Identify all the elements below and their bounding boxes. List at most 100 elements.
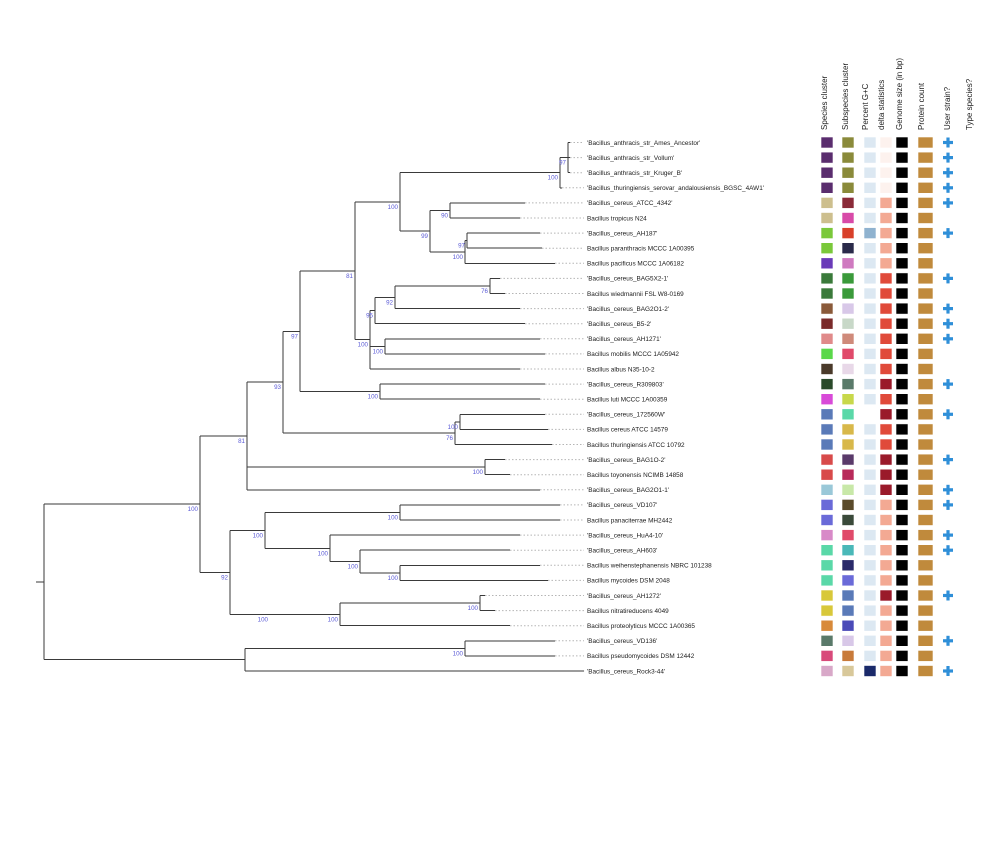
subspecies-cell bbox=[841, 665, 855, 677]
species-cell bbox=[820, 665, 834, 677]
taxon-label: 'Bacillus_anthracis_str_Kruger_B' bbox=[587, 170, 682, 177]
delta-cell bbox=[879, 408, 893, 421]
species-cell bbox=[820, 619, 834, 632]
subspecies-cell bbox=[841, 197, 855, 209]
plus-bar-v bbox=[946, 484, 950, 495]
taxon-label: Bacillus wiedmannii FSL W8-0169 bbox=[587, 291, 684, 298]
protein-cell bbox=[917, 650, 934, 662]
gc-cell bbox=[863, 634, 877, 647]
protein-cell bbox=[917, 302, 934, 315]
subspecies-cell bbox=[841, 212, 855, 224]
size-cell bbox=[895, 287, 909, 300]
plus-bar-v bbox=[946, 318, 950, 329]
delta-cell bbox=[879, 438, 893, 451]
taxon-label: 'Bacillus_cereus_VD136' bbox=[587, 638, 657, 645]
gc-cell bbox=[863, 529, 877, 541]
protein-cell bbox=[917, 136, 934, 149]
plus-icon bbox=[943, 379, 953, 390]
support-value: 100 bbox=[388, 575, 399, 582]
protein-cell bbox=[917, 166, 934, 179]
taxon-label: Bacillus tropicus N24 bbox=[587, 215, 647, 222]
support-value: 100 bbox=[348, 564, 359, 571]
size-cell bbox=[895, 151, 909, 164]
subspecies-cell bbox=[841, 363, 855, 375]
support-value: 97 bbox=[458, 243, 465, 250]
size-cell bbox=[895, 619, 909, 632]
species-cell bbox=[820, 257, 834, 270]
size-cell bbox=[895, 483, 909, 496]
support-value: 81 bbox=[346, 273, 353, 280]
subspecies-cell bbox=[841, 227, 855, 239]
subspecies-cell bbox=[841, 166, 855, 179]
species-cell bbox=[820, 634, 834, 647]
subspecies-cell bbox=[841, 574, 855, 587]
plus-icon bbox=[943, 530, 953, 541]
plus-icon bbox=[943, 182, 953, 193]
protein-cell bbox=[917, 634, 934, 647]
plus-bar-v bbox=[946, 333, 950, 344]
size-cell bbox=[895, 166, 909, 179]
taxon-label: 'Bacillus_cereus_AH1271' bbox=[587, 336, 661, 343]
species-cell bbox=[820, 468, 834, 481]
gc-cell bbox=[863, 151, 877, 164]
taxon-label: 'Bacillus_cereus_B5-2' bbox=[587, 321, 651, 328]
support-value: 100 bbox=[373, 348, 384, 355]
support-value: 100 bbox=[453, 254, 464, 261]
size-cell bbox=[895, 468, 909, 481]
plus-icon bbox=[943, 666, 953, 676]
plus-bar-v bbox=[946, 590, 950, 601]
size-cell bbox=[895, 589, 909, 602]
support-value: 97 bbox=[291, 333, 298, 340]
protein-cell bbox=[917, 227, 934, 239]
taxon-labels: 'Bacillus_anthracis_str_Ames_Ancestor' 'B… bbox=[587, 140, 764, 675]
protein-cell bbox=[917, 514, 934, 526]
delta-cell bbox=[879, 166, 893, 179]
delta-cell bbox=[879, 136, 893, 149]
plus-bar-v bbox=[946, 182, 950, 193]
support-value: 100 bbox=[258, 616, 269, 623]
plus-icon bbox=[943, 454, 953, 465]
gc-cell bbox=[863, 423, 877, 436]
taxon-label: 'Bacillus_cereus_AH603' bbox=[587, 548, 657, 555]
species-cell bbox=[820, 242, 834, 254]
species-cell bbox=[820, 544, 834, 557]
size-cell bbox=[895, 559, 909, 572]
size-cell bbox=[895, 604, 909, 617]
taxon-label: Bacillus cereus ATCC 14579 bbox=[587, 427, 668, 434]
protein-cell bbox=[917, 483, 934, 496]
delta-cell bbox=[879, 182, 893, 194]
column-header: Subspecies cluster bbox=[841, 63, 850, 130]
column-header: Protein count bbox=[917, 82, 926, 130]
species-cell bbox=[820, 604, 834, 617]
support-value: 100 bbox=[388, 514, 399, 521]
species-cell bbox=[820, 151, 834, 164]
subspecies-cell bbox=[841, 544, 855, 557]
subspecies-cell bbox=[841, 604, 855, 617]
size-cell bbox=[895, 453, 909, 466]
species-cell bbox=[820, 136, 834, 149]
protein-cell bbox=[917, 287, 934, 300]
column-header: User strain? bbox=[943, 86, 952, 130]
protein-cell bbox=[917, 332, 934, 345]
column-header: Type species? bbox=[965, 78, 974, 130]
taxon-label: 'Bacillus_cereus_BAG2O1-2' bbox=[587, 306, 669, 313]
protein-cell bbox=[917, 468, 934, 481]
subspecies-cell bbox=[841, 393, 855, 406]
plus-icon bbox=[943, 303, 953, 314]
gc-cell bbox=[863, 272, 877, 285]
plus-icon bbox=[943, 635, 953, 646]
species-cell bbox=[820, 499, 834, 511]
species-cell bbox=[820, 378, 834, 390]
plus-icon bbox=[943, 499, 953, 510]
taxon-label: 'Bacillus_cereus_AH187' bbox=[587, 230, 657, 237]
species-cell bbox=[820, 212, 834, 224]
subspecies-cell bbox=[841, 619, 855, 632]
species-cell bbox=[820, 438, 834, 451]
taxon-label: 'Bacillus_thuringiensis_serovar_andalous… bbox=[587, 185, 764, 192]
subspecies-cell bbox=[841, 317, 855, 330]
taxon-label: Bacillus paranthracis MCCC 1A00395 bbox=[587, 246, 695, 253]
taxon-label: Bacillus luti MCCC 1A00359 bbox=[587, 397, 668, 404]
gc-cell bbox=[863, 393, 877, 406]
subspecies-cell bbox=[841, 302, 855, 315]
